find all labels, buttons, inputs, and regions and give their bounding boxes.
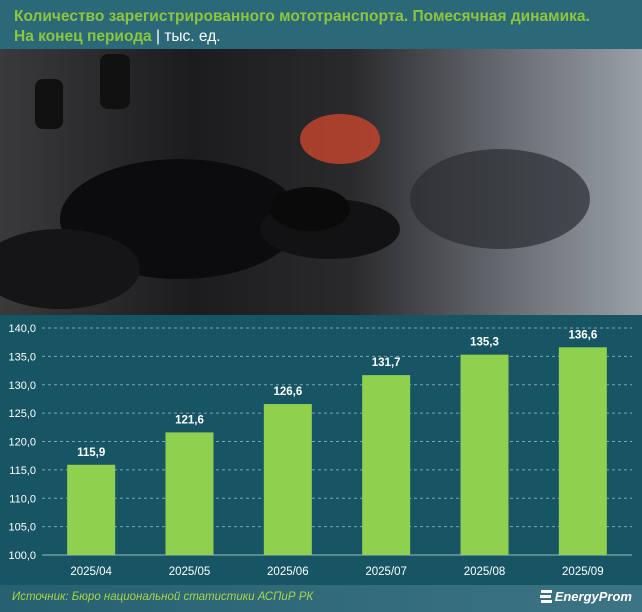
unit-label: тыс. ед. [164,28,221,45]
x-tick-label: 2025/07 [365,566,407,578]
title-line-2: На конец периода [14,28,152,45]
title-line-1: Количество зарегистрированного мототранс… [14,8,590,25]
y-tick-label: 125,0 [8,408,36,420]
y-tick-label: 135,0 [8,351,36,363]
x-tick-label: 2025/06 [267,566,309,578]
y-tick-label: 140,0 [8,323,36,335]
x-tick-label: 2025/04 [70,566,112,578]
y-tick-label: 130,0 [8,380,36,392]
logo-text: EnergyProm [554,589,632,604]
bar [362,375,411,555]
x-tick-label: 2025/05 [169,566,211,578]
data-label: 121,6 [175,414,204,426]
motorcycles-photo [0,49,642,315]
data-label: 115,9 [77,447,105,459]
bar [67,464,116,555]
footer: Источник: Бюро национальной статистики А… [0,585,642,612]
separator: | [151,28,165,45]
y-tick-label: 120,0 [8,437,36,449]
data-label: 135,3 [470,337,499,349]
bar [460,354,509,555]
bar-chart: 100,0 105,0 110,0 115,0 120,0 125,0 130,0 135,0… [0,315,642,585]
chart-header: Количество зарегистрированного мототранс… [0,0,642,49]
x-tick-label: 2025/08 [464,566,506,578]
logo-icon [539,589,552,603]
data-label: 136,6 [568,329,597,341]
x-tick-label: 2025/09 [562,566,604,578]
y-tick-label: 115,0 [9,465,36,477]
data-label: 126,6 [273,386,302,398]
y-tick-label: 105,0 [8,522,36,534]
bar [263,404,312,555]
bar [165,432,214,555]
y-tick-label: 100,0 [8,550,36,562]
data-label: 131,7 [372,357,401,369]
y-tick-label: 110,0 [9,493,36,505]
energyprom-logo: EnergyProm [539,589,632,604]
source-note: Источник: Бюро национальной статистики А… [12,591,314,603]
bar [558,347,607,555]
